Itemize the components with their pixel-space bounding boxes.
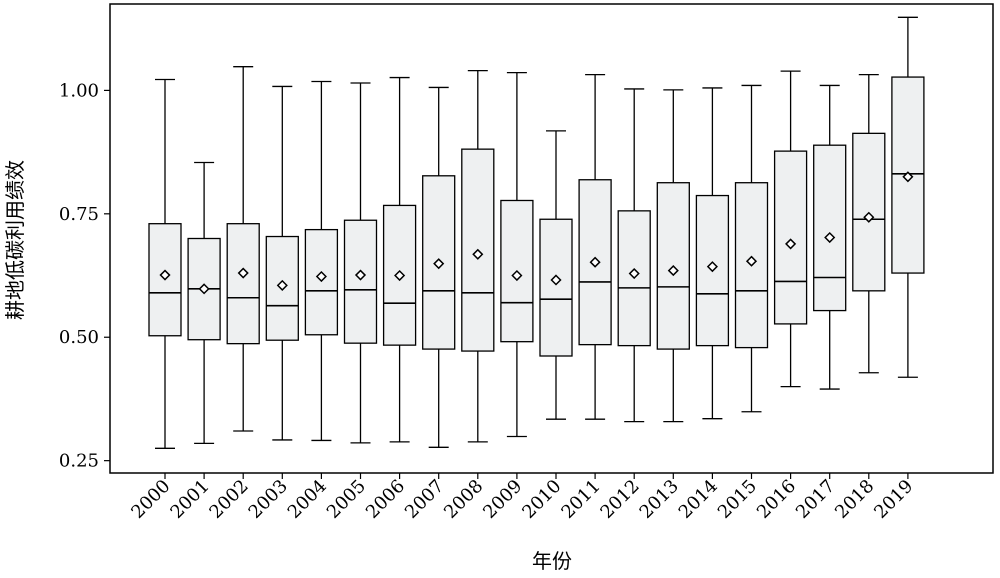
mean-marker xyxy=(824,231,836,244)
x-tick-label: 2013 xyxy=(636,476,683,523)
x-tick-label: 2007 xyxy=(401,476,448,523)
box-2004 xyxy=(304,80,339,442)
x-tick-label: 2003 xyxy=(245,476,292,523)
x-tick-label: 2005 xyxy=(323,476,370,523)
box-2008 xyxy=(461,69,495,443)
mean-marker xyxy=(589,256,601,268)
box-2018 xyxy=(852,73,886,374)
x-tick-label: 2016 xyxy=(753,476,800,523)
box-2001 xyxy=(187,161,221,445)
iqr-box xyxy=(304,228,339,336)
mean-marker xyxy=(433,258,445,270)
mean-marker xyxy=(785,238,797,250)
box-2005 xyxy=(343,82,378,444)
x-axis: 2000200120022003200420052006200720082009… xyxy=(127,473,917,523)
x-tick-label: 2017 xyxy=(792,476,839,523)
box-2014 xyxy=(695,87,730,420)
iqr-box xyxy=(265,235,299,341)
mean-marker xyxy=(394,269,406,282)
mean-marker xyxy=(315,270,327,283)
mean-marker xyxy=(511,269,523,282)
iqr-box xyxy=(813,144,847,312)
y-tick-label: 0.50 xyxy=(59,327,99,348)
x-tick-label: 2012 xyxy=(596,476,643,523)
mean-marker xyxy=(745,255,758,267)
box-2015 xyxy=(734,84,769,413)
box-2003 xyxy=(265,85,299,441)
iqr-box xyxy=(773,150,808,325)
plot-frame xyxy=(109,3,994,474)
boxes-layer xyxy=(148,16,925,449)
x-tick-label: 2000 xyxy=(127,476,174,523)
x-tick-label: 2019 xyxy=(870,476,917,523)
mean-marker xyxy=(706,261,718,273)
x-tick-label: 2004 xyxy=(284,476,331,523)
box-2002 xyxy=(226,66,260,432)
mean-marker xyxy=(198,283,210,295)
box-2009 xyxy=(500,71,534,438)
y-tick-label: 1.00 xyxy=(59,80,99,101)
iqr-box xyxy=(539,218,573,357)
x-tick-label: 2009 xyxy=(479,476,526,523)
mean-marker xyxy=(237,267,249,279)
box-2011 xyxy=(578,73,612,420)
mean-marker xyxy=(472,248,484,260)
x-tick-label: 2018 xyxy=(831,476,878,523)
mean-marker xyxy=(902,171,914,183)
box-2010 xyxy=(539,130,573,420)
box-2016 xyxy=(773,70,808,388)
y-tick-label: 0.75 xyxy=(59,204,99,225)
y-axis-title: 耕地低碳利用绩效 xyxy=(3,160,27,320)
mean-marker xyxy=(550,274,562,286)
mean-marker xyxy=(159,269,171,281)
x-tick-label: 2001 xyxy=(166,476,213,523)
x-axis-title: 年份 xyxy=(532,549,572,573)
mean-marker xyxy=(276,279,288,291)
box-2007 xyxy=(422,86,456,448)
mean-marker xyxy=(628,267,640,280)
iqr-box xyxy=(343,219,378,344)
box-2013 xyxy=(656,89,690,423)
mean-marker xyxy=(667,265,679,277)
x-tick-label: 2002 xyxy=(205,476,252,523)
iqr-box xyxy=(422,175,456,350)
y-tick-label: 0.25 xyxy=(59,451,99,472)
y-axis: 0.25 0.50 0.75 1.00 xyxy=(59,80,110,472)
x-tick-label: 2008 xyxy=(440,476,487,523)
iqr-box xyxy=(226,223,260,345)
box-2000 xyxy=(148,78,182,449)
box-2017 xyxy=(813,84,847,390)
box-2019 xyxy=(891,16,925,378)
box-2006 xyxy=(382,76,417,443)
mean-marker xyxy=(863,211,875,223)
box-2012 xyxy=(617,88,651,423)
x-tick-label: 2014 xyxy=(675,476,722,523)
x-tick-label: 2006 xyxy=(362,476,409,523)
x-tick-label: 2011 xyxy=(557,476,604,523)
x-tick-label: 2015 xyxy=(714,476,761,523)
mean-marker xyxy=(354,269,367,281)
x-tick-label: 2010 xyxy=(518,476,565,523)
iqr-box xyxy=(578,179,612,346)
